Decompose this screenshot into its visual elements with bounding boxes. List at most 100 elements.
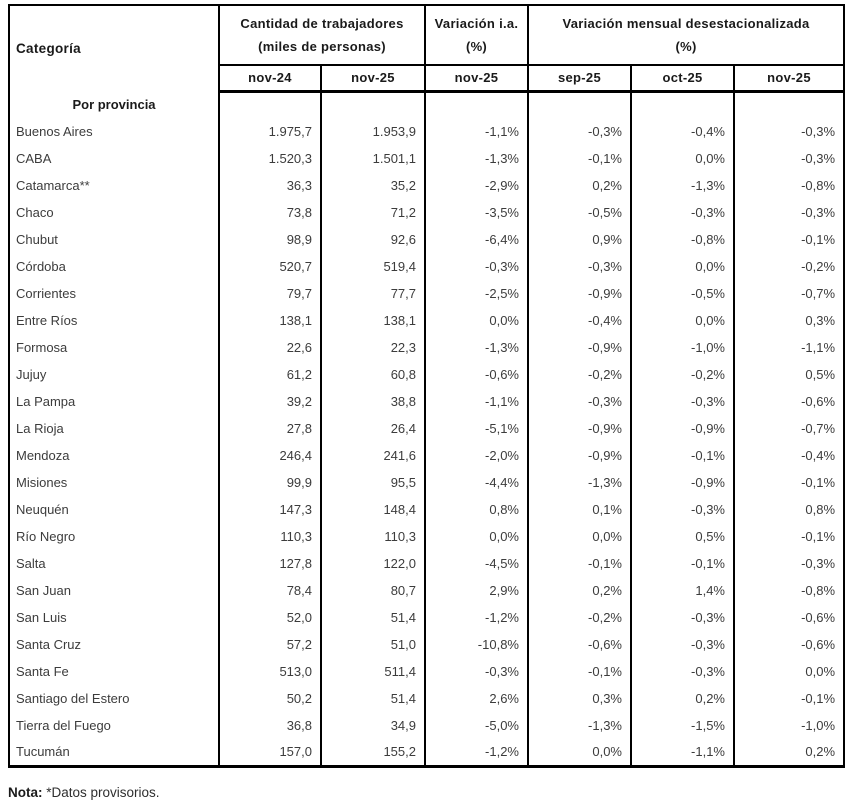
table-row: Catamarca** 36,3 35,2 -2,9% 0,2% -1,3% -…	[8, 172, 846, 199]
group-monthly-variation-line1: Variación mensual desestacionalizada	[562, 15, 810, 31]
variation-oct25: -0,1%	[630, 442, 735, 469]
workers-nov24: 157,0	[218, 739, 322, 766]
workers-nov24: 73,8	[218, 199, 322, 226]
table-row: Santa Cruz 57,2 51,0 -10,8% -0,6% -0,3% …	[8, 631, 846, 658]
workers-nov25: 519,4	[320, 253, 426, 280]
variation-ia: -4,5%	[424, 550, 529, 577]
province-name: Chubut	[8, 226, 220, 253]
variation-ia: -0,3%	[424, 253, 529, 280]
variation-ia: -2,9%	[424, 172, 529, 199]
workers-nov25: 92,6	[320, 226, 426, 253]
workers-nov24: 61,2	[218, 361, 322, 388]
workers-nov24: 127,8	[218, 550, 322, 577]
variation-sep25: -0,2%	[527, 361, 632, 388]
group-variation-ia-line1: Variación i.a.	[434, 15, 519, 31]
variation-nov25: -0,1%	[732, 685, 846, 712]
table-row: Tierra del Fuego 36,8 34,9 -5,0% -1,3% -…	[8, 712, 846, 739]
subheader-oct25: oct-25	[630, 65, 735, 93]
province-name: San Juan	[8, 577, 220, 604]
variation-ia: -1,1%	[424, 118, 529, 145]
variation-oct25: -1,1%	[630, 739, 735, 766]
variation-nov25: -0,3%	[732, 199, 846, 226]
variation-oct25: -0,5%	[630, 280, 735, 307]
table-row: Entre Ríos 138,1 138,1 0,0% -0,4% 0,0% 0…	[8, 307, 846, 334]
variation-oct25: 1,4%	[630, 577, 735, 604]
variation-nov25: -0,3%	[732, 145, 846, 172]
province-name: Santiago del Estero	[8, 685, 220, 712]
variation-ia: -1,3%	[424, 334, 529, 361]
variation-nov25: -0,2%	[732, 253, 846, 280]
variation-oct25: -0,3%	[630, 388, 735, 415]
variation-ia: -5,1%	[424, 415, 529, 442]
header-sub-row: nov-24 nov-25 nov-25 sep-25 oct-25 nov-2…	[9, 65, 846, 93]
variation-ia: -6,4%	[424, 226, 529, 253]
variation-ia: -2,5%	[424, 280, 529, 307]
variation-sep25: -0,1%	[527, 145, 632, 172]
table-row: Santa Fe 513,0 511,4 -0,3% -0,1% -0,3% 0…	[8, 658, 846, 685]
variation-oct25: -1,0%	[630, 334, 735, 361]
variation-sep25: -1,3%	[527, 712, 632, 739]
workers-nov25: 51,0	[320, 631, 426, 658]
variation-nov25: -0,8%	[732, 577, 846, 604]
subheader-nov24: nov-24	[218, 65, 322, 93]
province-name: CABA	[8, 145, 220, 172]
workers-nov25: 138,1	[320, 307, 426, 334]
workers-nov25: 77,7	[320, 280, 426, 307]
table-row: San Luis 52,0 51,4 -1,2% -0,2% -0,3% -0,…	[8, 604, 846, 631]
workers-nov25: 60,8	[320, 361, 426, 388]
empty-cell	[630, 91, 735, 118]
province-name: Jujuy	[8, 361, 220, 388]
variation-sep25: -0,9%	[527, 442, 632, 469]
variation-sep25: -0,1%	[527, 658, 632, 685]
workers-nov24: 50,2	[218, 685, 322, 712]
variation-oct25: -0,9%	[630, 469, 735, 496]
empty-cell	[218, 91, 322, 118]
variation-nov25: -0,1%	[732, 469, 846, 496]
workers-nov25: 71,2	[320, 199, 426, 226]
variation-nov25: -0,6%	[732, 604, 846, 631]
workers-nov24: 98,9	[218, 226, 322, 253]
table-row: Corrientes 79,7 77,7 -2,5% -0,9% -0,5% -…	[8, 280, 846, 307]
variation-ia: -0,6%	[424, 361, 529, 388]
province-name: Entre Ríos	[8, 307, 220, 334]
empty-cell	[320, 91, 426, 118]
table-row: La Pampa 39,2 38,8 -1,1% -0,3% -0,3% -0,…	[8, 388, 846, 415]
province-name: Santa Cruz	[8, 631, 220, 658]
variation-oct25: -0,9%	[630, 415, 735, 442]
variation-sep25: -1,3%	[527, 469, 632, 496]
variation-oct25: 0,5%	[630, 523, 735, 550]
variation-oct25: -0,3%	[630, 658, 735, 685]
variation-nov25: -0,6%	[732, 388, 846, 415]
variation-oct25: 0,2%	[630, 685, 735, 712]
variation-nov25: 0,5%	[732, 361, 846, 388]
table-row: Santiago del Estero 50,2 51,4 2,6% 0,3% …	[8, 685, 846, 712]
variation-ia: 2,6%	[424, 685, 529, 712]
table-row: Mendoza 246,4 241,6 -2,0% -0,9% -0,1% -0…	[8, 442, 846, 469]
variation-sep25: 0,3%	[527, 685, 632, 712]
section-row: Por provincia	[8, 91, 846, 118]
header-group-row: Categoría Cantidad de trabajadores (mile…	[8, 5, 846, 91]
province-name: Misiones	[8, 469, 220, 496]
variation-sep25: -0,3%	[527, 253, 632, 280]
footnote-text: *Datos provisorios.	[42, 784, 160, 800]
workers-nov25: 155,2	[320, 739, 426, 766]
variation-nov25: 0,2%	[732, 739, 846, 766]
workers-nov24: 79,7	[218, 280, 322, 307]
table-row: Neuquén 147,3 148,4 0,8% 0,1% -0,3% 0,8%	[8, 496, 846, 523]
variation-sep25: -0,3%	[527, 118, 632, 145]
workers-nov24: 22,6	[218, 334, 322, 361]
table-row: CABA 1.520,3 1.501,1 -1,3% -0,1% 0,0% -0…	[8, 145, 846, 172]
variation-ia: -1,1%	[424, 388, 529, 415]
variation-sep25: 0,2%	[527, 172, 632, 199]
footnote: Nota: *Datos provisorios.	[8, 785, 862, 800]
workers-nov24: 36,8	[218, 712, 322, 739]
variation-oct25: -0,4%	[630, 118, 735, 145]
table-row: Misiones 99,9 95,5 -4,4% -1,3% -0,9% -0,…	[8, 469, 846, 496]
variation-ia: -10,8%	[424, 631, 529, 658]
workers-nov25: 34,9	[320, 712, 426, 739]
province-name: Neuquén	[8, 496, 220, 523]
table-row: San Juan 78,4 80,7 2,9% 0,2% 1,4% -0,8%	[8, 577, 846, 604]
subheader-sep25: sep-25	[527, 65, 632, 93]
variation-nov25: 0,8%	[732, 496, 846, 523]
